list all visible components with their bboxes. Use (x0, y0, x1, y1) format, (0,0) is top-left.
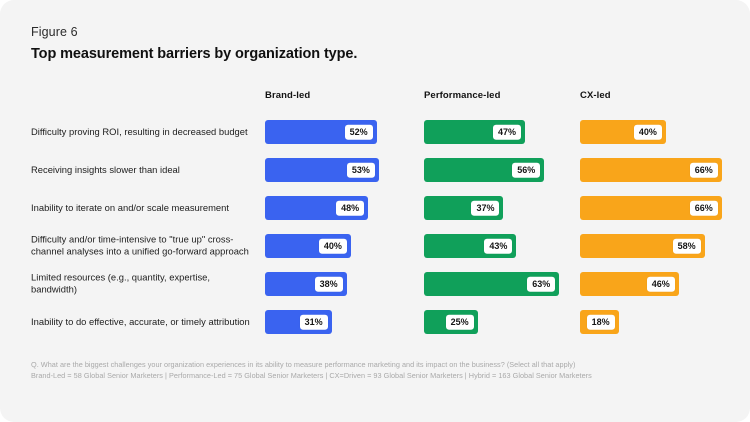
bar-value-label: 47% (492, 124, 521, 140)
bar-brand-led[interactable]: 31% (265, 310, 332, 334)
bar-cell: 31% (265, 310, 332, 334)
bar-value-label: 40% (633, 124, 662, 140)
bar-cell: 47% (424, 120, 525, 144)
column-header-row: Brand-led Performance-led CX-led (31, 90, 734, 106)
bar-cell: 46% (580, 272, 679, 296)
bar-value-label: 18% (586, 314, 615, 330)
footnote-sample-sizes: Brand-Led = 58 Global Senior Marketers |… (31, 370, 592, 380)
bar-cell: 40% (580, 120, 666, 144)
bar-value-label: 46% (646, 276, 675, 292)
row-label: Inability to iterate on and/or scale mea… (31, 201, 229, 213)
chart-row: Inability to do effective, accurate, or … (31, 303, 734, 341)
bar-value-label: 66% (689, 162, 718, 178)
bar-cell: 56% (424, 158, 545, 182)
row-label: Difficulty and/or time-intensive to "tru… (31, 233, 249, 257)
bar-cell: 48% (265, 196, 369, 220)
bar-cell: 38% (265, 272, 347, 296)
bar-value-label: 43% (484, 238, 513, 254)
bar-cell: 25% (424, 310, 478, 334)
bar-cell: 18% (580, 310, 619, 334)
bar-value-label: 63% (527, 276, 556, 292)
chart-rows: Difficulty proving ROI, resulting in dec… (31, 113, 734, 341)
bar-value-label: 38% (314, 276, 343, 292)
bar-cell: 63% (424, 272, 560, 296)
figure-label: Figure 6 (31, 25, 78, 39)
bar-cx-led[interactable]: 66% (580, 158, 722, 182)
bar-value-label: 48% (336, 200, 365, 216)
bar-cx-led[interactable]: 58% (580, 234, 705, 258)
bar-brand-led[interactable]: 38% (265, 272, 347, 296)
bar-performance-led[interactable]: 56% (424, 158, 545, 182)
bar-value-label: 37% (471, 200, 500, 216)
bar-cell: 37% (424, 196, 504, 220)
bar-cell: 52% (265, 120, 377, 144)
bar-cell: 66% (580, 196, 722, 220)
bar-chart: Brand-led Performance-led CX-led Difficult… (31, 90, 734, 341)
bar-cx-led[interactable]: 18% (580, 310, 619, 334)
bar-brand-led[interactable]: 40% (265, 234, 351, 258)
bar-brand-led[interactable]: 53% (265, 158, 379, 182)
bar-cell: 53% (265, 158, 379, 182)
figure-title: Top measurement barriers by organization… (31, 46, 358, 62)
bar-performance-led[interactable]: 47% (424, 120, 525, 144)
row-label: Difficulty proving ROI, resulting in dec… (31, 125, 248, 137)
bar-value-label: 52% (344, 124, 373, 140)
bar-value-label: 53% (346, 162, 375, 178)
row-label: Receiving insights slower than ideal (31, 163, 180, 175)
figure-footnote: Q. What are the biggest challenges your … (31, 360, 730, 381)
chart-row: Inability to iterate on and/or scale mea… (31, 189, 734, 227)
column-header-brand-led: Brand-led (265, 90, 311, 101)
bar-cx-led[interactable]: 66% (580, 196, 722, 220)
figure-header: Figure 6 Top measurement barriers by org… (31, 24, 720, 63)
footnote-question: Q. What are the biggest challenges your … (31, 360, 576, 369)
bar-cell: 43% (424, 234, 517, 258)
bar-value-label: 25% (445, 314, 474, 330)
bar-value-label: 40% (318, 238, 347, 254)
bar-performance-led[interactable]: 37% (424, 196, 504, 220)
bar-cell: 58% (580, 234, 705, 258)
bar-performance-led[interactable]: 25% (424, 310, 478, 334)
row-label: Limited resources (e.g., quantity, exper… (31, 271, 211, 295)
column-header-cx-led: CX-led (580, 90, 611, 101)
chart-row: Difficulty proving ROI, resulting in dec… (31, 113, 734, 151)
chart-row: Limited resources (e.g., quantity, exper… (31, 265, 734, 303)
bar-value-label: 66% (689, 200, 718, 216)
bar-value-label: 56% (512, 162, 541, 178)
bar-brand-led[interactable]: 52% (265, 120, 377, 144)
row-label: Inability to do effective, accurate, or … (31, 315, 250, 327)
chart-row: Receiving insights slower than ideal 53% 5… (31, 151, 734, 189)
bar-value-label: 31% (299, 314, 328, 330)
bar-cell: 66% (580, 158, 722, 182)
bar-brand-led[interactable]: 48% (265, 196, 369, 220)
bar-performance-led[interactable]: 63% (424, 272, 560, 296)
bar-value-label: 58% (672, 238, 701, 254)
bar-cell: 40% (265, 234, 351, 258)
chart-row: Difficulty and/or time-intensive to "tru… (31, 227, 734, 265)
bar-performance-led[interactable]: 43% (424, 234, 517, 258)
bar-cx-led[interactable]: 40% (580, 120, 666, 144)
bar-cx-led[interactable]: 46% (580, 272, 679, 296)
column-header-performance-led: Performance-led (424, 90, 501, 101)
